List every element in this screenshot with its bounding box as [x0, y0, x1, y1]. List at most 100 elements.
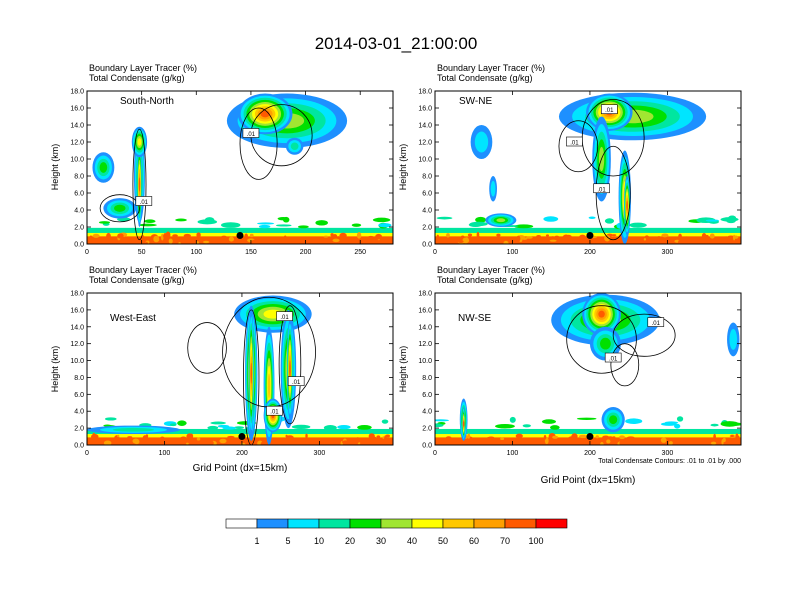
tracer-surface-cell	[735, 433, 739, 440]
tracer-surface-cell	[724, 236, 729, 240]
tracer-surface-cell	[664, 421, 679, 424]
y-tick-label: 18.0	[418, 291, 432, 298]
tracer-surface-cell	[285, 441, 294, 445]
contour-label: .01	[597, 187, 606, 193]
tracer-surface-cell	[96, 241, 100, 244]
tracer-surface-cell	[207, 425, 219, 430]
contour-label-box	[242, 128, 260, 138]
legend-swatch	[411, 518, 444, 529]
contour-label: .01	[605, 108, 614, 114]
tracer-surface-cell	[466, 441, 471, 445]
condensate-contour	[99, 194, 140, 223]
tracer-surface-cell	[646, 238, 654, 243]
y-tick-label: 6.0	[74, 191, 84, 198]
tracer-surface-cell	[578, 434, 587, 439]
tracer-surface-cell	[657, 236, 661, 239]
panel-header-tracer: Boundary Layer Tracer (%)	[437, 63, 545, 73]
tracer-surface-cell	[197, 219, 218, 225]
tracer-surface-cell	[496, 233, 501, 237]
tracer-surface-cell	[673, 440, 677, 445]
tracer-surface-cell	[604, 234, 611, 242]
tracer-surface-cell	[186, 442, 189, 445]
x-axis-label: Grid Point (dx=15km)	[193, 463, 288, 474]
tracer-surface-cell	[138, 223, 157, 227]
tracer-surface-cell	[725, 439, 733, 445]
condensate-contour	[612, 313, 676, 357]
tracer-surface-cell	[667, 239, 672, 244]
y-tick-label: 2.0	[422, 426, 432, 433]
legend-swatch	[256, 518, 289, 529]
y-tick-label: 4.0	[422, 208, 432, 215]
contour-label-box	[266, 405, 283, 416]
tracer-surface-cell	[685, 236, 689, 242]
tracer-surface-cell	[476, 231, 480, 238]
tracer-surface-cell	[629, 222, 647, 228]
tracer-surface-cell	[170, 423, 177, 427]
x-tick-label: 0	[85, 249, 89, 256]
tracer-surface-cell	[552, 435, 559, 439]
tracer-surface-cell	[660, 437, 667, 443]
tracer-surface-cell	[435, 423, 444, 428]
contour-label: .01	[609, 357, 618, 363]
tracer-surface-cell	[112, 238, 115, 244]
tracer-surface-cell	[514, 224, 534, 229]
tracer-surface-cell	[467, 233, 473, 237]
panel-west-east: Boundary Layer Tracer (%) Total Condensa…	[50, 265, 394, 474]
condensate-contour	[239, 107, 278, 180]
y-tick-label: 10.0	[418, 157, 432, 164]
panel-header-condensate: Total Condensate (g/kg)	[437, 73, 533, 83]
tracer-surface-cell	[376, 435, 381, 438]
y-tick-label: 0.0	[74, 242, 84, 249]
tracer-surface-cell	[475, 216, 487, 223]
panel-header-tracer: Boundary Layer Tracer (%)	[89, 63, 197, 73]
tracer-surface-cell	[499, 441, 502, 445]
tracer-surface-cell	[580, 239, 583, 243]
y-tick-label: 12.0	[70, 140, 84, 147]
legend-swatch	[442, 518, 475, 529]
location-marker	[586, 433, 594, 441]
tracer-surface-cell	[106, 238, 113, 244]
tracer-surface-cell	[337, 425, 351, 430]
tracer-surface-cell	[626, 436, 635, 440]
tracer-surface-cell	[339, 232, 347, 239]
tracer-surface-cell	[471, 238, 476, 242]
panel-title: West-East	[110, 313, 156, 324]
tracer-surface-cell	[701, 233, 707, 239]
tracer-surface-cell	[482, 237, 490, 244]
contour-label-box	[604, 352, 622, 363]
tracer-surface-cell	[710, 423, 719, 427]
tracer-surface-cell	[273, 439, 276, 444]
tracer-plume	[267, 373, 271, 399]
tracer-surface-cell	[330, 440, 336, 445]
tracer-surface-cell	[727, 236, 733, 243]
tracer-surface-cell	[233, 426, 245, 429]
tracer-surface-cell	[303, 440, 306, 445]
tracer-surface-cell	[307, 237, 315, 243]
y-tick-label: 16.0	[70, 307, 84, 314]
tracer-surface-cell	[305, 442, 310, 445]
plot-frame	[86, 292, 394, 446]
y-tick-label: 12.0	[418, 341, 432, 348]
panel-sw-ne: Boundary Layer Tracer (%) Total Condensa…	[398, 63, 742, 256]
contour-label-box	[276, 311, 293, 321]
tracer-surface-cell	[221, 222, 241, 228]
y-tick-label: 6.0	[422, 191, 432, 198]
tracer-plume	[490, 180, 496, 197]
tracer-surface-cell	[549, 239, 557, 242]
tracer-surface-cell	[385, 434, 390, 438]
tracer-surface-cell	[323, 425, 337, 431]
tracer-plume	[99, 162, 108, 173]
y-tick-label: 8.0	[74, 375, 84, 382]
legend-label: 40	[407, 536, 417, 546]
x-tick-label: 200	[584, 450, 596, 457]
tracer-surface-cell	[153, 438, 161, 442]
contour-label: .01	[247, 132, 256, 138]
tracer-surface-cell	[244, 233, 248, 239]
tracer-surface-cell	[172, 234, 178, 238]
tracer-surface-cell	[435, 439, 443, 445]
y-axis-label: Height (km)	[398, 144, 408, 191]
contour-label: .01	[570, 141, 579, 147]
legend-label: 100	[528, 536, 543, 546]
y-tick-label: 2.0	[74, 426, 84, 433]
